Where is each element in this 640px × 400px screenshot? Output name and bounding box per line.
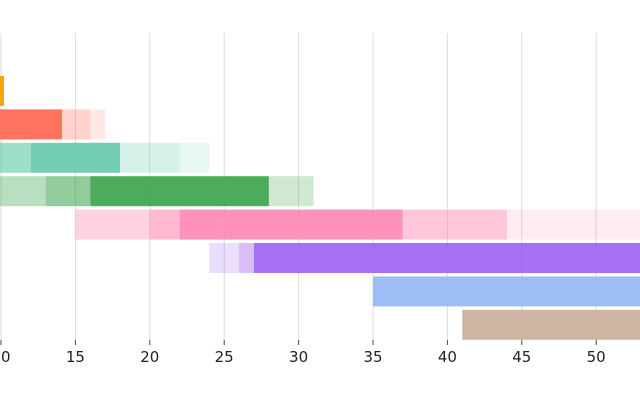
row-5-segment-1: [75, 209, 150, 240]
row-4-segment-2: [45, 176, 91, 207]
x-tick-label-15: 15: [66, 348, 85, 366]
x-tick-label-35: 35: [363, 348, 382, 366]
row-4-segment-3: [90, 176, 269, 207]
x-tick-label-45: 45: [512, 348, 531, 366]
row-5-segment-2: [149, 209, 180, 240]
bar-row-7: [373, 276, 640, 307]
bar-row-4: [0, 176, 314, 207]
x-tick-label-25: 25: [215, 348, 234, 366]
bar-row-2: [0, 109, 106, 140]
row-2-segment-1: [0, 109, 63, 140]
row-2-segment-3: [90, 109, 106, 140]
bar-row-1: [0, 76, 4, 106]
row-8-segment-1: [462, 309, 640, 340]
row-6-segment-1: [209, 243, 240, 273]
bar-row-3: [0, 142, 210, 173]
row-3-segment-4: [179, 142, 210, 173]
row-7-segment-1: [373, 276, 640, 307]
row-5-segment-4: [402, 209, 507, 240]
x-axis-ticks: 10 15 20 25 30 35 40 45 50: [0, 340, 606, 366]
row-6-segment-2: [239, 243, 254, 273]
x-tick-label-10: 10: [0, 348, 11, 366]
row-5-segment-5: [506, 209, 640, 240]
row-2-segment-2: [62, 109, 91, 140]
row-3-segment-2: [30, 142, 121, 173]
row-4-segment-4: [268, 176, 314, 207]
bar-layer: [0, 76, 640, 340]
x-tick-label-40: 40: [438, 348, 457, 366]
bar-row-5: [75, 209, 640, 240]
row-3-segment-1: [0, 142, 31, 173]
bar-row-8: [462, 309, 640, 340]
row-1-segment-1: [0, 76, 4, 106]
row-6-segment-3: [253, 243, 640, 273]
row-4-segment-1: [0, 176, 46, 207]
x-tick-label-50: 50: [587, 348, 606, 366]
bar-row-6: [209, 243, 640, 273]
x-tick-label-20: 20: [140, 348, 159, 366]
row-3-segment-3: [120, 142, 180, 173]
grid-layer: [0, 33, 597, 340]
row-5-segment-3: [179, 209, 403, 240]
x-tick-label-30: 30: [289, 348, 308, 366]
